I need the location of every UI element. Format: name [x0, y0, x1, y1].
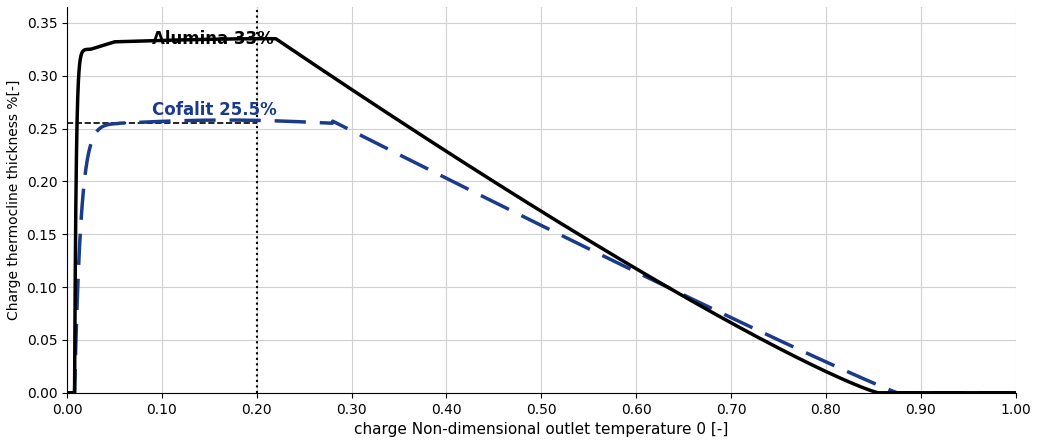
X-axis label: charge Non-dimensional outlet temperature 0 [-]: charge Non-dimensional outlet temperatur… — [354, 422, 729, 437]
Text: Cofalit 25.5%: Cofalit 25.5% — [153, 101, 277, 119]
Y-axis label: Charge thermocline thickness %[-]: Charge thermocline thickness %[-] — [7, 79, 21, 320]
Text: Alumina 33%: Alumina 33% — [153, 30, 274, 48]
